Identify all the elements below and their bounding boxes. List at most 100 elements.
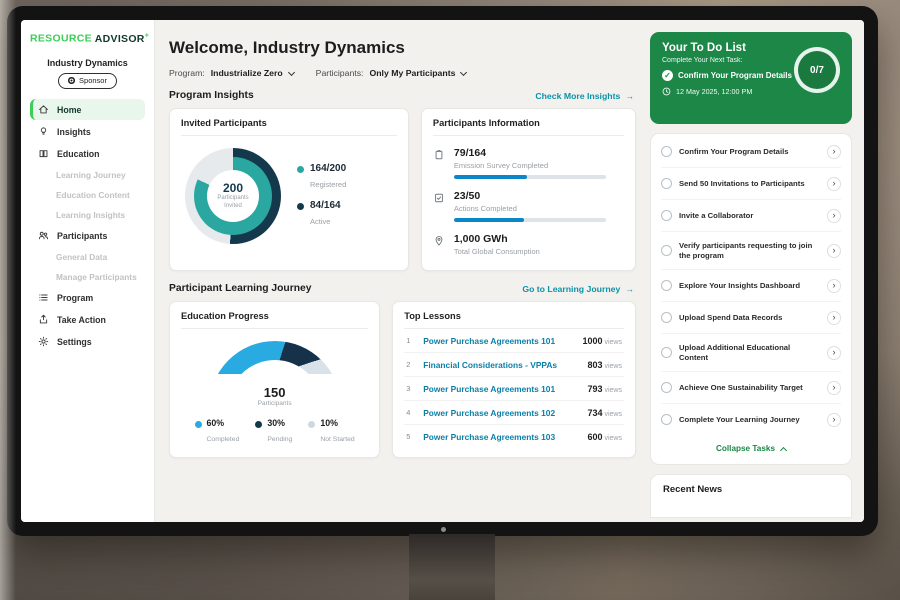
- recent-news-title: Recent News: [663, 484, 723, 495]
- recent-news-card: Recent News: [650, 474, 852, 518]
- clock-icon: [662, 87, 671, 96]
- task-item[interactable]: Invite a Collaborator ›: [661, 200, 841, 232]
- todo-title: Your To Do List: [662, 42, 746, 54]
- task-item[interactable]: Upload Additional Educational Content ›: [661, 334, 841, 372]
- invited-total: 200: [222, 181, 244, 196]
- task-item[interactable]: Send 50 Invitations to Participants ›: [661, 168, 841, 200]
- arrow-right-icon: →: [625, 283, 634, 294]
- sidebar-item-label: Home: [57, 104, 82, 115]
- go-to-learning-journey-link[interactable]: Go to Learning Journey →: [522, 283, 634, 294]
- lesson-views: 803 views: [587, 359, 622, 370]
- filters-bar: Program: Industrialize Zero Participants…: [169, 68, 636, 78]
- task-checkbox[interactable]: [661, 146, 672, 157]
- legend-not-started: 10% Not Started: [308, 418, 355, 446]
- lesson-link[interactable]: Power Purchase Agreements 102: [423, 407, 556, 418]
- sidebar: RESOURCE ADVISOR+ Industry Dynamics Spon…: [21, 20, 155, 522]
- task-item[interactable]: Upload Spend Data Records ›: [661, 302, 841, 334]
- sidebar-item-label: Learning Journey: [56, 169, 126, 180]
- sidebar-item-label: Learning Insights: [56, 209, 126, 220]
- task-item[interactable]: Confirm Your Program Details ›: [661, 136, 841, 168]
- task-chevron-icon[interactable]: ›: [827, 144, 841, 159]
- sidebar-item-take-action[interactable]: Take Action: [30, 309, 145, 330]
- education-gauge-chart: 150 Participants: [208, 341, 341, 407]
- task-checkbox[interactable]: [661, 280, 672, 291]
- lesson-link[interactable]: Power Purchase Agreements 103: [423, 431, 556, 442]
- task-checkbox[interactable]: [661, 382, 672, 393]
- survey-progress-bar: [453, 175, 606, 179]
- todo-tasks-card: Confirm Your Program Details › Send 50 I…: [650, 133, 852, 465]
- todo-panel: Your To Do List Complete Your Next Task:…: [648, 20, 864, 522]
- gauge-center: 150 Participants: [227, 360, 322, 407]
- task-chevron-icon[interactable]: ›: [827, 310, 841, 325]
- task-chevron-icon[interactable]: ›: [827, 412, 841, 427]
- sidebar-item-insights[interactable]: Insights: [30, 121, 145, 142]
- lesson-link[interactable]: Power Purchase Agreements 101: [423, 383, 556, 394]
- sidebar-item-manage-participants[interactable]: Manage Participants: [30, 267, 145, 286]
- lesson-row: 2 Financial Considerations - VPPAs 803 vi…: [404, 353, 624, 377]
- check-more-insights-link[interactable]: Check More Insights →: [535, 90, 634, 101]
- task-chevron-icon[interactable]: ›: [827, 380, 841, 395]
- invited-card-title: Invited Participants: [181, 118, 397, 136]
- task-checkbox[interactable]: [661, 178, 672, 189]
- participants-information-card: Participants Information 79/164 Emission…: [420, 108, 636, 271]
- collapse-tasks-button[interactable]: Collapse Tasks: [661, 435, 841, 458]
- navy-dot-icon: [297, 203, 304, 210]
- task-chevron-icon[interactable]: ›: [827, 345, 841, 360]
- lesson-link[interactable]: Power Purchase Agreements 101: [423, 335, 556, 346]
- sidebar-item-home[interactable]: Home: [30, 99, 145, 120]
- task-checkbox[interactable]: [661, 210, 672, 221]
- content-area: Welcome, Industry Dynamics Program: Indu…: [155, 20, 864, 522]
- book-icon: [38, 148, 50, 159]
- sidebar-item-settings[interactable]: Settings: [30, 331, 145, 352]
- participants-filter-dropdown[interactable]: Only My Participants: [369, 68, 468, 78]
- participants-filter-label: Participants:: [315, 68, 364, 78]
- task-chevron-icon[interactable]: ›: [827, 176, 841, 191]
- chevron-down-icon: [460, 68, 468, 76]
- sidebar-item-label: Participants: [57, 230, 108, 241]
- home-icon: [38, 104, 50, 115]
- chevron-up-icon: [779, 446, 788, 454]
- task-chevron-icon[interactable]: ›: [827, 208, 841, 223]
- invited-donut-chart: 200 Participants Invited: [185, 148, 281, 244]
- lesson-link[interactable]: Financial Considerations - VPPAs: [423, 359, 558, 370]
- program-filter-dropdown[interactable]: Industrialize Zero: [211, 68, 295, 78]
- sidebar-item-general-data[interactable]: General Data: [30, 247, 145, 266]
- next-task-row[interactable]: ✓ Confirm Your Program Details: [662, 70, 794, 81]
- task-chevron-icon[interactable]: ›: [827, 243, 841, 258]
- task-checkbox[interactable]: [661, 312, 672, 323]
- sidebar-item-participants[interactable]: Participants: [30, 225, 145, 246]
- sidebar-item-education-content[interactable]: Education Content: [30, 185, 145, 204]
- sidebar-item-program[interactable]: Program: [30, 287, 145, 308]
- sidebar-item-label: General Data: [56, 251, 108, 262]
- legend-active: 84/164 Active: [297, 200, 346, 229]
- task-chevron-icon[interactable]: ›: [827, 278, 841, 293]
- education-card-title: Education Progress: [181, 311, 369, 329]
- legend-registered: 164/200 Registered: [297, 163, 346, 192]
- insights-cards-row: Invited Participants 200 Participants In…: [169, 108, 636, 271]
- learning-journey-title: Participant Learning Journey: [169, 283, 312, 294]
- brand-logo: RESOURCE ADVISOR+: [30, 32, 149, 45]
- task-item[interactable]: Achieve One Sustainability Target ›: [661, 372, 841, 404]
- lesson-row: 5 Power Purchase Agreements 103 600 views: [406, 431, 622, 442]
- sidebar-item-label: Education: [57, 148, 100, 159]
- lesson-views: 793 views: [587, 383, 622, 394]
- task-checkbox[interactable]: [661, 245, 672, 256]
- page-title: Welcome, Industry Dynamics: [169, 38, 405, 57]
- lesson-row: 4 Power Purchase Agreements 102 734 views: [404, 401, 624, 425]
- actions-progress-bar: [453, 218, 606, 222]
- sponsor-icon: [68, 77, 76, 84]
- chevron-down-icon: [287, 68, 295, 76]
- sidebar-item-education[interactable]: Education: [30, 143, 145, 164]
- task-item[interactable]: Verify participants requesting to join t…: [661, 232, 841, 270]
- main-panel: Welcome, Industry Dynamics Program: Indu…: [155, 20, 648, 522]
- sponsor-badge[interactable]: Sponsor: [58, 72, 117, 89]
- sidebar-item-label: Settings: [57, 336, 92, 347]
- task-checkbox[interactable]: [661, 347, 672, 358]
- task-checkbox[interactable]: [661, 414, 672, 425]
- gear-icon: [38, 336, 50, 347]
- sidebar-item-learning-journey[interactable]: Learning Journey: [30, 165, 145, 184]
- task-item[interactable]: Explore Your Insights Dashboard ›: [661, 270, 841, 302]
- sidebar-item-learning-insights[interactable]: Learning Insights: [30, 205, 145, 224]
- task-item[interactable]: Complete Your Learning Journey ›: [661, 404, 841, 435]
- sidebar-item-label: Manage Participants: [56, 271, 137, 282]
